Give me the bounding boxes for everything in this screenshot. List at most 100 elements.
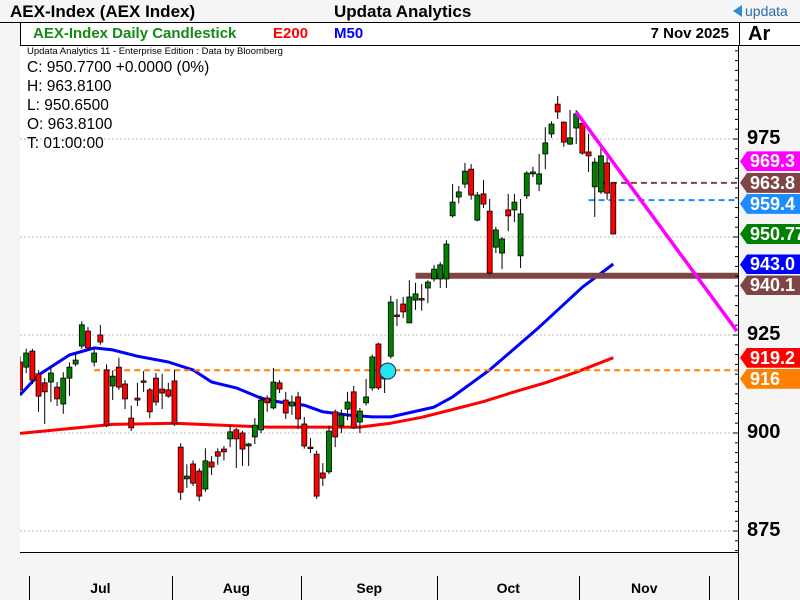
candle-down [264,397,271,404]
candle-up [523,172,530,197]
candle-up [363,396,369,404]
candle-down [480,193,487,205]
candle-down [85,330,91,349]
candle-down [177,446,184,493]
plot-area[interactable] [20,46,738,552]
candle-up [66,366,73,379]
ohlc-time: T: 01:00:00 [27,135,104,152]
candle-down [276,382,283,390]
month-separator [579,576,581,600]
candle-up [338,414,345,427]
candle-up [591,161,598,188]
candle-up [258,399,264,431]
candle-up [60,377,67,405]
candle-up [443,243,450,280]
plot-layer [20,95,738,532]
candle-down [394,314,400,317]
candle-up [48,372,54,383]
candle-up [72,359,79,365]
candle-down [54,386,60,400]
candle-down [190,463,196,484]
month-separator [301,576,303,600]
candle-up [356,410,363,423]
month-separator [171,576,173,600]
candle-up [245,443,252,447]
chart-header: AEX-Index Daily Candlestick E200 M50 7 N… [20,23,739,46]
candle-down [319,472,326,479]
candle-down [350,391,357,429]
candle-down [171,380,178,425]
candle-down [505,209,512,217]
candle-down [332,411,339,438]
candle-down [239,432,246,450]
candle-up [517,213,524,257]
candle-down [128,417,135,429]
candle-down [41,382,48,393]
legend-e200[interactable]: E200 [273,25,309,42]
candle-down [20,361,23,391]
price-tag: 963.8 [740,172,800,193]
candle-down [554,103,561,113]
candle-down [208,461,215,468]
ohlc-high: H: 963.8100 [27,78,112,95]
candle-down [29,350,36,381]
candle-up [567,137,573,145]
m50-line [20,262,615,419]
logo-text: updata [745,3,788,19]
candle-up [424,281,431,289]
axis-header-label: Ar [748,23,771,45]
candle-down [307,446,314,450]
candle-up [23,352,30,368]
candle-down [604,162,610,194]
candle-up [412,293,419,301]
candle-up [598,155,604,193]
candle-down [468,168,475,196]
updata-logo: updata [733,3,788,19]
candle-down [585,151,592,157]
y-tick-label: 875 [747,519,781,541]
month-separator [29,576,31,600]
candle-up [548,123,555,135]
candle-up [289,401,295,407]
time-axis[interactable]: Jul Aug Sep Oct Nov [20,576,738,600]
month-label: Sep [356,580,383,596]
candle-up [202,460,209,490]
month-label: Jul [90,580,111,596]
price-tag: 950.77 [740,223,800,244]
month-label: Nov [631,580,658,596]
candle-down [375,343,382,389]
price-tag: 916 [740,368,800,389]
candle-down [282,399,289,414]
candle-down [418,298,425,301]
month-separator [709,576,711,600]
candle-up [536,173,543,185]
legend-m50[interactable]: M50 [334,25,364,42]
chart-title: AEX-Index Daily Candlestick [33,25,237,42]
price-axis[interactable]: 975 925 900 875 [738,46,800,600]
candle-up [251,424,258,438]
candle-up [183,475,190,480]
y-tick-label: 900 [747,421,781,443]
candle-down [560,121,567,143]
candle-down [35,373,42,397]
ohlc-close: C: 950.7700 +0.0000 (0%) [27,59,210,76]
candle-down [153,377,159,403]
data-credit: Updata Analytics 11 - Enterprise Edition… [27,46,283,57]
candle-up [406,296,413,324]
candle-up [78,324,85,347]
app-title: Updata Analytics [334,2,472,21]
window-title: AEX-Index (AEX Index) [10,2,196,21]
candle-down [233,429,240,440]
axis-header: Ar [739,23,800,46]
candle-up [474,194,481,221]
candle-down [301,423,308,447]
y-tick-label: 975 [747,127,781,149]
candle-up [462,170,468,185]
candle-down [196,470,203,497]
price-tag: 943.0 [740,254,800,275]
candle-up [437,264,444,280]
candle-up [227,431,234,440]
signal-marker-icon [379,362,397,380]
candle-up [387,301,394,357]
